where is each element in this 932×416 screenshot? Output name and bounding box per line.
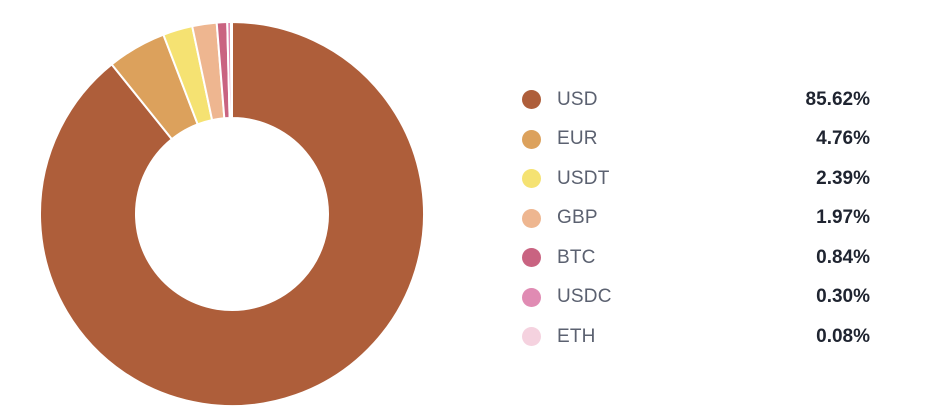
donut-slice-eth	[229, 20, 233, 120]
legend-label: USDC	[557, 286, 612, 308]
legend-item-eth: ETH 0.08%	[520, 317, 870, 357]
legend-value: 2.39%	[816, 167, 870, 189]
legend-label: GBP	[557, 207, 598, 229]
legend-label: BTC	[557, 246, 596, 268]
legend-item-btc: BTC 0.84%	[520, 238, 870, 278]
legend-swatch	[522, 169, 541, 189]
legend-value: 0.84%	[816, 246, 870, 268]
legend-swatch	[522, 287, 541, 307]
legend-value: 85.62%	[805, 88, 870, 110]
legend-item-eur: EUR 4.76%	[520, 120, 870, 160]
legend-swatch	[522, 248, 541, 268]
legend-label: EUR	[557, 128, 598, 150]
donut-slice-usd	[39, 20, 425, 407]
legend-value: 4.76%	[816, 128, 870, 150]
legend-label: USD	[557, 88, 598, 110]
legend-item-usdc: USDC 0.30%	[520, 278, 870, 318]
legend-label: USDT	[557, 167, 610, 189]
legend-item-gbp: GBP 1.97%	[520, 199, 870, 239]
legend-value: 0.08%	[816, 325, 870, 347]
legend-item-usd: USD 85.62%	[520, 80, 870, 120]
donut-chart-svg	[39, 20, 425, 407]
legend-swatch	[522, 90, 541, 110]
legend-item-usdt: USDT 2.39%	[520, 159, 870, 199]
legend-label: ETH	[557, 325, 596, 347]
legend-value: 0.30%	[816, 286, 870, 308]
legend-swatch	[522, 129, 541, 149]
legend-swatch	[522, 327, 541, 347]
chart-legend: USD 85.62% EUR 4.76% USDT 2.39% GBP 1.97% BTC 0.8…	[520, 80, 870, 357]
legend-value: 1.97%	[816, 207, 870, 229]
legend-swatch	[522, 208, 541, 228]
